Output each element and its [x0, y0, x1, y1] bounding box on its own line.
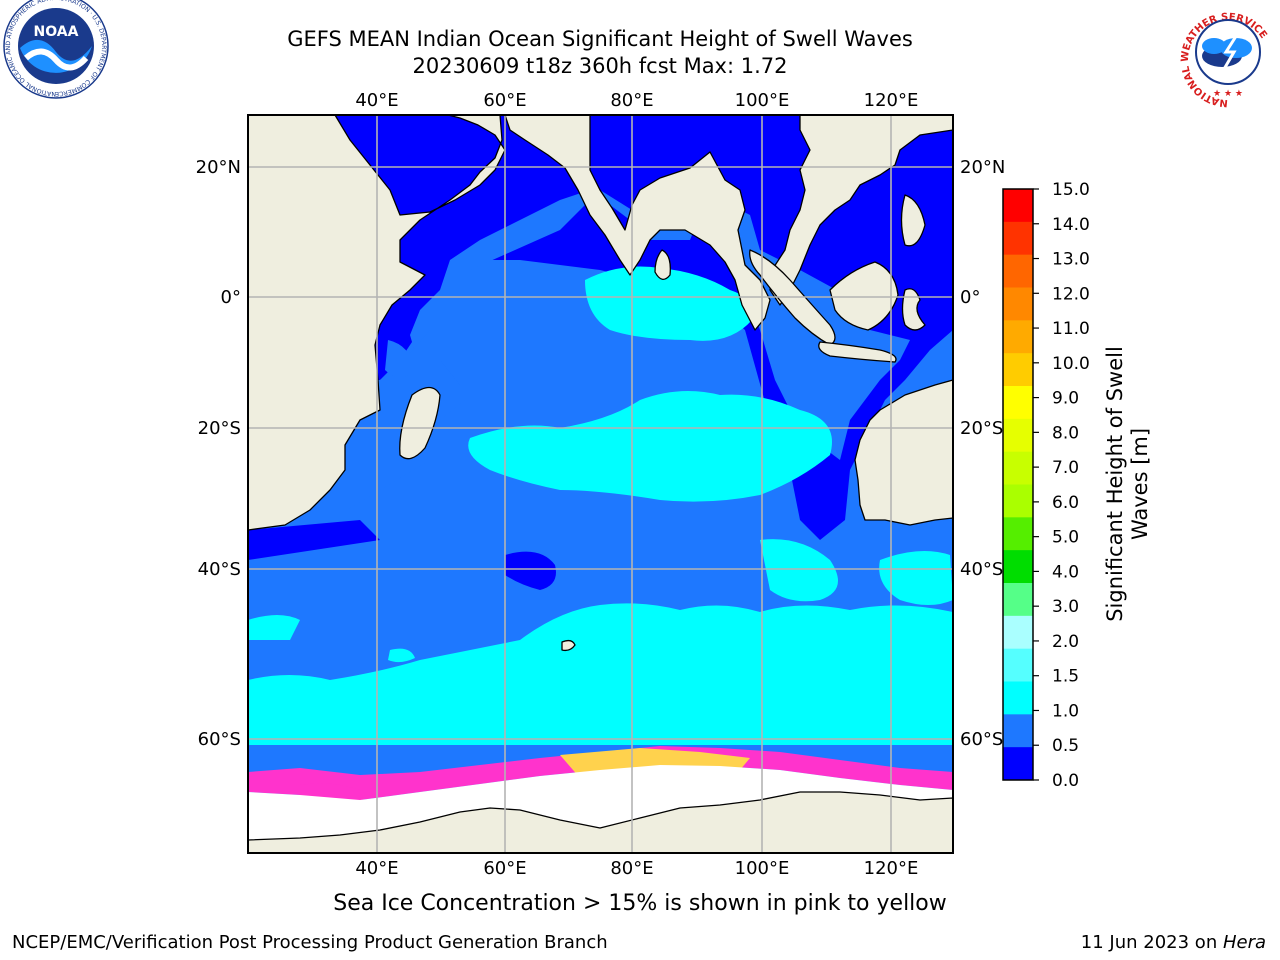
- land-java: [818, 341, 897, 363]
- colorbar-tick-label: 12.0: [1052, 284, 1090, 304]
- colorbar-tick-label: 9.0: [1052, 389, 1079, 409]
- colorbar-swatch: [1003, 550, 1033, 584]
- lat-label-right: 40°S: [960, 559, 1003, 580]
- colorbar-swatch: [1003, 221, 1033, 256]
- lon-label-bottom: 40°E: [355, 858, 398, 879]
- land-antarctica: [248, 791, 953, 853]
- colorbar-tick-label: 14.0: [1052, 215, 1090, 235]
- lat-label-right: 60°S: [960, 729, 1003, 750]
- lat-label-left: 40°S: [198, 559, 241, 580]
- colorbar-swatch: [1003, 353, 1033, 387]
- colorbar-tick-label: 11.0: [1052, 319, 1090, 339]
- colorbar-swatch: [1003, 484, 1033, 518]
- lon-label-top: 100°E: [735, 90, 790, 111]
- colorbar-frame: [1002, 188, 1034, 781]
- map-frame: [247, 114, 954, 854]
- colorbar-label: Significant Height of Swell Waves [m]: [1103, 346, 1152, 622]
- colorbar-tick-label: 0.0: [1052, 771, 1079, 791]
- noaa-logo: NATIONAL OCEANIC AND ATMOSPHERIC ADMINIS…: [0, 0, 109, 99]
- colorbar-tick-label: 15.0: [1052, 180, 1090, 200]
- footer-credit: NCEP/EMC/Verification Post Processing Pr…: [12, 932, 608, 953]
- lon-label-top: 120°E: [864, 90, 919, 111]
- colorbar-tick-label: 1.0: [1052, 701, 1079, 721]
- noaa-logo-text: NOAA: [34, 24, 79, 40]
- nws-logo: NATIONAL WEATHER SERVICE ★ ★ ★: [1176, 0, 1280, 108]
- land-india: [504, 115, 771, 331]
- colorbar-swatch: [1003, 254, 1033, 288]
- lon-label-bottom: 120°E: [864, 858, 919, 879]
- colorbar-tick-label: 3.0: [1052, 597, 1079, 617]
- chart-subtitle: 20230609 t18z 360h fcst Max: 1.72: [412, 54, 788, 78]
- colorbar-tick-label: 4.0: [1052, 562, 1079, 582]
- lat-label-left: 0°: [221, 287, 241, 308]
- footer-date-text: 11 Jun 2023 on: [1080, 932, 1223, 953]
- colorbar-tick-label: 1.5: [1052, 667, 1079, 687]
- colorbar-swatch: [1003, 648, 1033, 682]
- colorbar-tick-label: 8.0: [1052, 423, 1079, 443]
- land-philippines: [900, 194, 926, 247]
- colorbar-swatches: [1003, 189, 1033, 781]
- svg-text:★ ★ ★: ★ ★ ★: [1213, 89, 1243, 99]
- colorbar-tick-label: 7.0: [1052, 458, 1079, 478]
- lat-label-right: 20°N: [960, 157, 1005, 178]
- land-sulawesi: [901, 288, 926, 331]
- footer-host: Hera: [1222, 932, 1266, 953]
- land-sri-lanka: [654, 249, 671, 280]
- lat-label-right: 20°S: [960, 418, 1003, 439]
- lon-label-bottom: 80°E: [610, 858, 653, 879]
- lon-label-bottom: 100°E: [735, 858, 790, 879]
- colorbar-swatch: [1003, 714, 1033, 748]
- lat-label-right: 0°: [960, 287, 980, 308]
- land-se-asia: [769, 115, 953, 306]
- colorbar-swatch: [1003, 189, 1033, 223]
- map-area: [248, 115, 953, 853]
- high-swell-regions: [248, 266, 953, 745]
- colorbar-tick-label: 0.5: [1052, 736, 1079, 756]
- land-australia: [854, 379, 953, 526]
- colorbar-swatch: [1003, 418, 1033, 453]
- colorbar-swatch: [1003, 615, 1033, 650]
- colorbar-swatch: [1003, 320, 1033, 354]
- colorbar-swatch: [1003, 583, 1033, 617]
- colorbar-swatch: [1003, 287, 1033, 321]
- colorbar-swatch: [1003, 451, 1033, 485]
- lon-label-bottom: 60°E: [483, 858, 526, 879]
- chart-title: GEFS MEAN Indian Ocean Significant Heigh…: [287, 27, 913, 51]
- colorbar-tick-label: 5.0: [1052, 528, 1079, 548]
- colorbar-swatch: [1003, 517, 1033, 551]
- colorbar-tick-label: 6.0: [1052, 493, 1079, 513]
- colorbar: 15.0 14.0 13.0 12.0 11.0 10.0 9.0 8.0 7.0 6.0 5.0 4…: [1002, 180, 1090, 791]
- lon-label-top: 80°E: [610, 90, 653, 111]
- colorbar-swatch: [1003, 386, 1033, 420]
- colorbar-ticks: 15.0 14.0 13.0 12.0 11.0 10.0 9.0 8.0 7.0 6.0 5.0 4…: [1033, 180, 1090, 791]
- colorbar-tick-label: 13.0: [1052, 250, 1090, 270]
- lat-label-left: 60°S: [198, 729, 241, 750]
- sea-ice-footnote: Sea Ice Concentration > 15% is shown in …: [333, 891, 947, 916]
- graticule: [248, 115, 953, 853]
- colorbar-tick-label: 2.0: [1052, 632, 1079, 652]
- lat-label-left: 20°N: [196, 157, 241, 178]
- land-borneo: [829, 261, 899, 331]
- lon-label-top: 40°E: [355, 90, 398, 111]
- land-madagascar: [399, 386, 441, 460]
- colorbar-swatch: [1003, 681, 1033, 715]
- land-kerguelen: [561, 639, 576, 652]
- lon-label-top: 60°E: [483, 90, 526, 111]
- footer-date: 11 Jun 2023 on Hera: [1081, 932, 1266, 953]
- colorbar-tick-label: 10.0: [1052, 354, 1090, 374]
- colorbar-swatch: [1003, 747, 1033, 781]
- lat-label-left: 20°S: [198, 418, 241, 439]
